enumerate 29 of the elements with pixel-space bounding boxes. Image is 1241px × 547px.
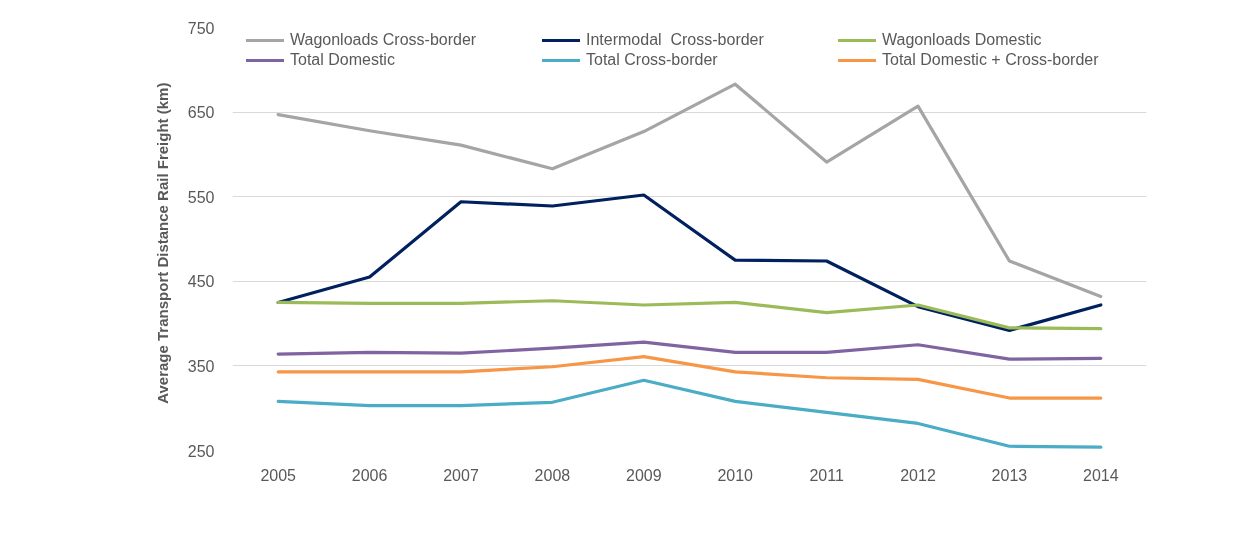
y-tick-label: 450 [187,273,215,291]
line-series [276,299,1103,331]
y-tick-label: 250 [187,442,215,460]
x-tick-label: 2009 [626,466,662,484]
y-tick-label: 650 [187,104,215,122]
x-tick-label: 2006 [351,466,388,484]
x-tick-label: 2014 [1083,466,1119,484]
x-tick-label: 2008 [534,466,571,484]
line-series [276,193,1103,332]
legend-label: Wagonloads Cross-border [290,31,478,49]
x-tick-label: 2013 [991,466,1028,484]
line-series [276,354,1103,400]
x-tick-label: 2011 [809,466,844,484]
x-tick-label: 2010 [717,466,754,484]
line-series [276,82,1103,299]
legend-label: Intermodal Cross-border [586,31,765,49]
line-series [276,378,1103,449]
legend-label: Wagonloads Domestic [882,31,1043,49]
legend-label: Total Domestic + Cross-border [882,51,1100,69]
x-tick-label: 2012 [900,466,936,484]
y-axis-title: Average Transport Distance Rail Freight (km) [153,82,171,404]
x-tick-label: 2005 [260,466,297,484]
y-tick-label: 750 [187,19,215,37]
y-tick-label: 550 [187,188,215,206]
legend-label: Total Cross-border [586,51,719,69]
line-series [276,340,1103,361]
y-tick-label: 350 [187,357,215,375]
x-tick-label: 2007 [443,466,479,484]
legend-label: Total Domestic [290,51,396,69]
